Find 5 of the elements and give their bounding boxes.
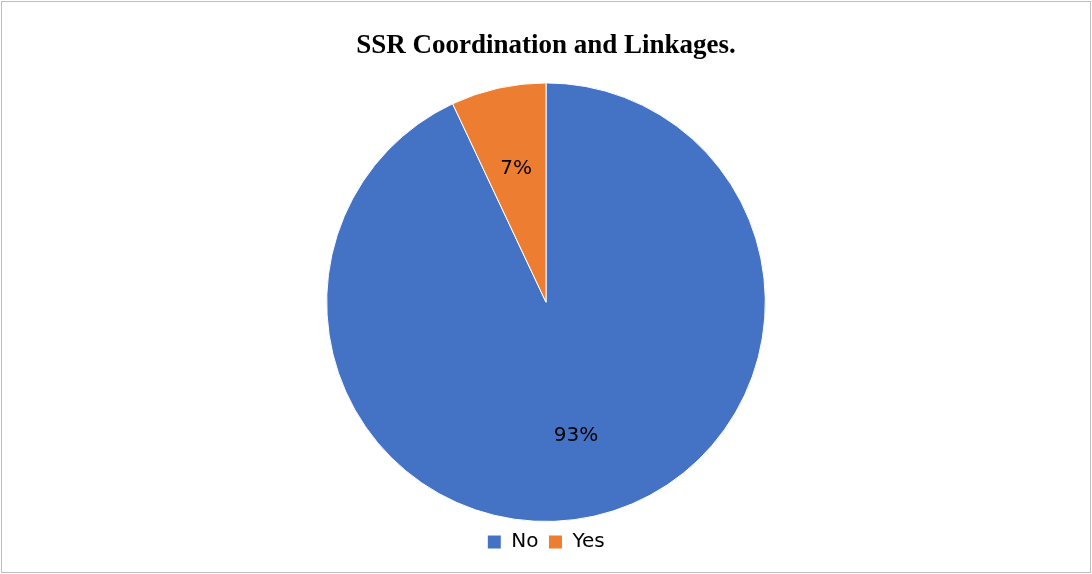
legend-label: Yes	[571, 528, 605, 553]
data-label: 93%	[553, 422, 599, 447]
legend-label: No	[511, 528, 539, 553]
chart-title: SSR Coordination and Linkages.	[356, 29, 736, 60]
data-label: 7%	[500, 154, 532, 179]
